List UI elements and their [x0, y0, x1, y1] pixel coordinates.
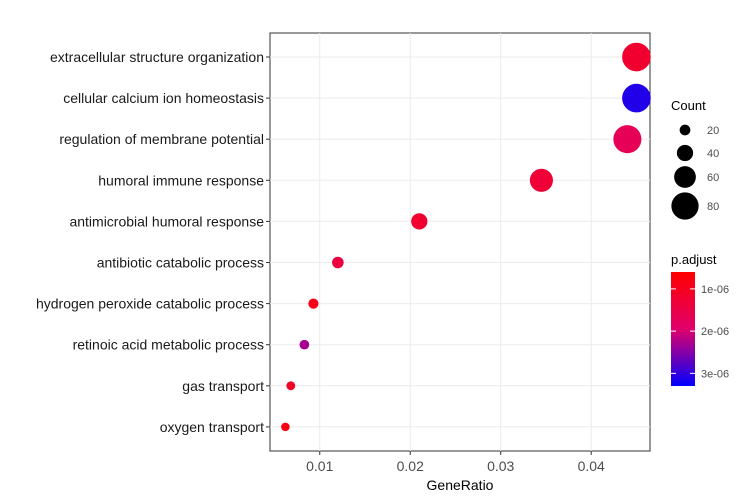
y-tick-label: antimicrobial humoral response — [69, 213, 264, 229]
data-point — [286, 381, 296, 391]
y-tick-label: extracellular structure organization — [50, 49, 264, 65]
color-legend-bar — [671, 272, 695, 386]
x-axis: 0.01 0.02 0.03 0.04 — [306, 451, 605, 474]
data-point — [332, 256, 344, 269]
y-tick-label: antibiotic catabolic process — [97, 255, 264, 271]
size-legend-label: 40 — [707, 148, 719, 160]
size-legend-label: 20 — [707, 125, 719, 137]
data-point — [281, 422, 290, 432]
size-legend-key — [671, 192, 699, 220]
y-tick-label: hydrogen peroxide catabolic process — [36, 296, 264, 312]
size-legend-label: 80 — [707, 201, 719, 213]
plot-panel — [269, 32, 651, 452]
x-tick-label: 0.04 — [578, 458, 605, 474]
x-axis-title: GeneRatio — [427, 477, 494, 493]
x-tick-label: 0.01 — [306, 458, 333, 474]
y-tick-label: oxygen transport — [160, 419, 264, 435]
data-point — [529, 168, 553, 192]
x-tick-label: 0.03 — [487, 458, 514, 474]
color-legend-title: p.adjust — [671, 252, 717, 267]
data-point — [299, 339, 310, 350]
size-legend-key — [676, 144, 694, 162]
y-tick-label: cellular calcium ion homeostasis — [63, 90, 264, 106]
size-legend: Count 20 40 60 80 — [671, 98, 719, 220]
size-legend-label: 60 — [707, 172, 719, 184]
color-legend-ticks: 1e-06 2e-06 3e-06 — [671, 284, 729, 380]
size-legend-key — [674, 166, 696, 188]
y-axis: extracellular structure organization cell… — [36, 49, 270, 435]
size-legend-title: Count — [671, 98, 706, 113]
gridlines — [270, 33, 650, 451]
y-tick-label: gas transport — [182, 378, 264, 394]
size-legend-items: 20 40 60 80 — [671, 124, 719, 220]
y-tick-label: regulation of membrane potential — [59, 131, 264, 147]
color-legend-label: 1e-06 — [701, 284, 729, 296]
data-point — [622, 42, 651, 72]
panel-background — [269, 32, 651, 452]
data-point — [613, 125, 642, 154]
color-legend-label: 2e-06 — [701, 326, 729, 338]
color-legend-label: 3e-06 — [701, 368, 729, 380]
data-point — [308, 298, 319, 309]
data-points — [281, 42, 651, 432]
y-tick-label: retinoic acid metabolic process — [73, 337, 264, 353]
size-legend-key — [679, 124, 691, 136]
data-point — [411, 213, 428, 230]
x-tick-label: 0.02 — [397, 458, 424, 474]
data-point — [622, 83, 651, 113]
color-legend: p.adjust 1e-06 2e-06 3e-06 — [671, 252, 729, 386]
y-tick-label: humoral immune response — [98, 172, 264, 188]
